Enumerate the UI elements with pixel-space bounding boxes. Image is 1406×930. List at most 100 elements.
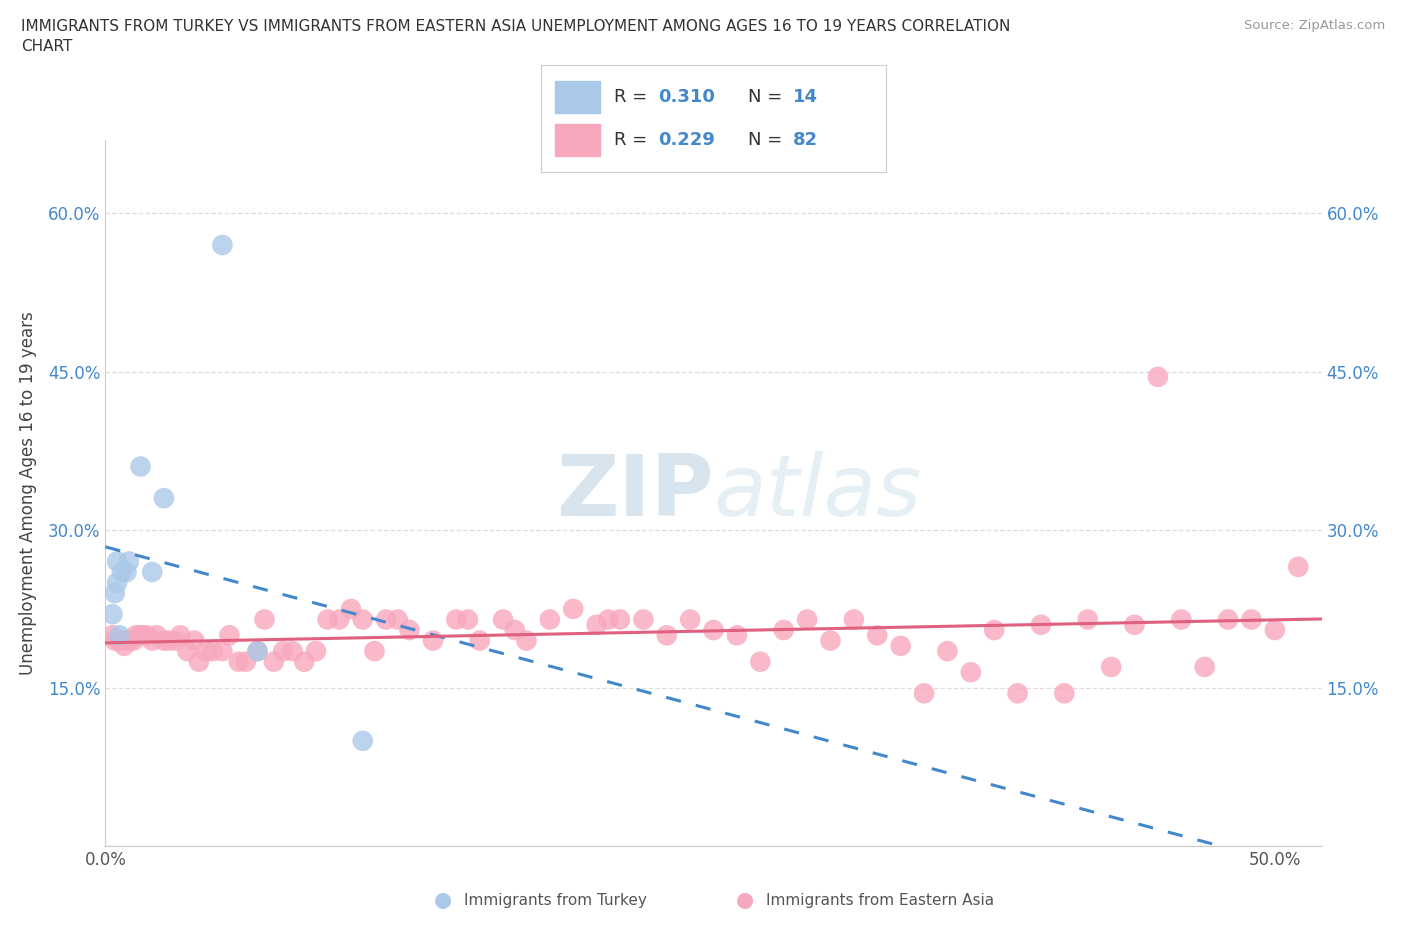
Point xyxy=(253,612,276,627)
Text: Immigrants from Turkey: Immigrants from Turkey xyxy=(464,893,647,908)
Point xyxy=(446,612,468,627)
Point xyxy=(176,644,198,658)
Point xyxy=(1194,659,1216,674)
Point xyxy=(1264,622,1286,637)
Point xyxy=(211,237,233,252)
Point xyxy=(108,628,131,643)
Point xyxy=(340,602,363,617)
Point xyxy=(772,622,794,637)
Text: R =: R = xyxy=(613,88,652,106)
Point xyxy=(104,633,127,648)
Point xyxy=(598,612,620,627)
Text: IMMIGRANTS FROM TURKEY VS IMMIGRANTS FROM EASTERN ASIA UNEMPLOYMENT AMONG AGES 1: IMMIGRANTS FROM TURKEY VS IMMIGRANTS FRO… xyxy=(21,19,1011,33)
Point xyxy=(422,633,444,648)
Point xyxy=(115,633,138,648)
Point xyxy=(115,565,138,579)
Text: N =: N = xyxy=(748,131,787,149)
Point xyxy=(122,633,145,648)
Point xyxy=(211,644,233,658)
Point xyxy=(263,654,285,669)
Point xyxy=(153,491,176,506)
Point xyxy=(352,734,374,749)
Point xyxy=(1286,559,1309,574)
Point xyxy=(108,633,131,648)
Point xyxy=(183,633,205,648)
Point xyxy=(132,628,155,643)
Point xyxy=(457,612,479,627)
Point xyxy=(146,628,169,643)
Point xyxy=(1099,659,1122,674)
Point xyxy=(1029,618,1052,632)
Bar xyxy=(555,81,600,113)
Point xyxy=(271,644,294,658)
Point xyxy=(228,654,250,669)
Point xyxy=(796,612,818,627)
Point xyxy=(129,459,152,474)
Text: Source: ZipAtlas.com: Source: ZipAtlas.com xyxy=(1244,19,1385,32)
Point xyxy=(129,628,152,643)
Point xyxy=(562,602,585,617)
Point xyxy=(725,628,748,643)
Point xyxy=(492,612,515,627)
Point xyxy=(153,633,176,648)
Point xyxy=(141,565,163,579)
Point xyxy=(936,644,959,658)
Point xyxy=(104,586,127,601)
Point xyxy=(165,633,187,648)
Point xyxy=(866,628,889,643)
Point xyxy=(112,638,135,653)
Point xyxy=(1147,369,1170,384)
Point xyxy=(749,654,772,669)
Point xyxy=(1170,612,1192,627)
Point xyxy=(633,612,655,627)
Point xyxy=(398,622,420,637)
Point xyxy=(118,554,141,569)
Point xyxy=(136,628,159,643)
Point xyxy=(246,644,269,658)
Point xyxy=(820,633,842,648)
Text: 82: 82 xyxy=(793,131,818,149)
Point xyxy=(316,612,339,627)
Y-axis label: Unemployment Among Ages 16 to 19 years: Unemployment Among Ages 16 to 19 years xyxy=(18,311,37,675)
Point xyxy=(169,628,191,643)
Text: ●: ● xyxy=(737,890,754,910)
Text: ●: ● xyxy=(434,890,451,910)
Text: atlas: atlas xyxy=(713,451,921,535)
Text: 14: 14 xyxy=(793,88,818,106)
Point xyxy=(1077,612,1099,627)
Point xyxy=(235,654,257,669)
Point xyxy=(328,612,350,627)
Point xyxy=(101,606,124,621)
Point xyxy=(1123,618,1146,632)
Point xyxy=(503,622,526,637)
Text: N =: N = xyxy=(748,88,787,106)
Point xyxy=(111,565,134,579)
Point xyxy=(609,612,631,627)
Point xyxy=(188,654,211,669)
Point xyxy=(1007,686,1029,701)
Point xyxy=(125,628,148,643)
Point xyxy=(292,654,315,669)
Text: 0.310: 0.310 xyxy=(658,88,716,106)
Point xyxy=(118,633,141,648)
Point xyxy=(195,644,218,658)
Bar xyxy=(555,124,600,156)
Point xyxy=(387,612,409,627)
Point xyxy=(585,618,607,632)
Point xyxy=(141,633,163,648)
Text: CHART: CHART xyxy=(21,39,73,54)
Point xyxy=(105,575,128,590)
Point xyxy=(890,638,912,653)
Point xyxy=(363,644,385,658)
Point xyxy=(702,622,725,637)
Text: ZIP: ZIP xyxy=(555,451,713,535)
Point xyxy=(538,612,561,627)
Point xyxy=(305,644,328,658)
Point xyxy=(1216,612,1239,627)
Point xyxy=(515,633,537,648)
Point xyxy=(1053,686,1076,701)
Point xyxy=(157,633,180,648)
Point xyxy=(983,622,1005,637)
Point xyxy=(679,612,702,627)
Point xyxy=(912,686,935,701)
